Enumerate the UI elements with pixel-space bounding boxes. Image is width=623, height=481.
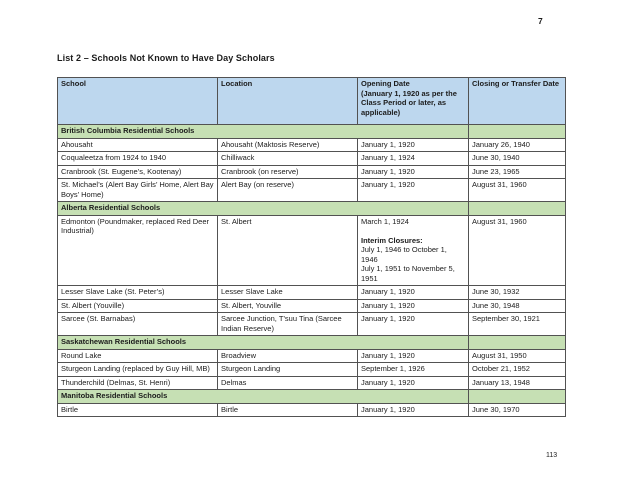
table-row: Thunderchild (Delmas, St. Henri) Delmas Ja…	[57, 375, 566, 390]
cell-closing: June 30, 1940	[468, 151, 566, 166]
cell-school: Birtle	[57, 402, 218, 417]
interim-closure-line: July 1, 1946 to October 1, 1946	[361, 245, 447, 264]
section-row: British Columbia Residential Schools	[57, 124, 566, 139]
table-row: Sarcee (St. Barnabas) Sarcee Junction, T’…	[57, 312, 566, 336]
cell-closing: June 30, 1948	[468, 298, 566, 313]
cell-school: Round Lake	[57, 348, 218, 363]
cell-school: Thunderchild (Delmas, St. Henri)	[57, 375, 218, 390]
cell-location: Lesser Slave Lake	[217, 285, 358, 300]
section-title-spacer	[468, 201, 566, 216]
schools-table-container: School Location Opening Date (January 1,…	[57, 77, 566, 417]
cell-opening: September 1, 1926	[357, 362, 469, 377]
cell-opening: January 1, 1920	[357, 285, 469, 300]
table-row: Lesser Slave Lake (St. Peter’s) Lesser Sl…	[57, 285, 566, 300]
section-title: Saskatchewan Residential Schools	[57, 335, 469, 350]
cell-closing: September 30, 1921	[468, 312, 566, 336]
cell-school: Sturgeon Landing (replaced by Guy Hill, …	[57, 362, 218, 377]
cell-location: Ahousaht (Maktosis Reserve)	[217, 137, 358, 152]
col-header-opening-line1: Opening Date	[361, 79, 410, 88]
cell-closing: June 30, 1932	[468, 285, 566, 300]
cell-opening: January 1, 1920	[357, 164, 469, 179]
col-header-school: School	[57, 77, 218, 125]
opening-date-main: March 1, 1924	[361, 216, 409, 226]
cell-location: Birtle	[217, 402, 358, 417]
table-row: St. Michael’s (Alert Bay Girls’ Home, Al…	[57, 178, 566, 202]
cell-location: St. Albert	[217, 214, 358, 286]
cell-opening: January 1, 1920	[357, 178, 469, 202]
cell-location: Cranbrook (on reserve)	[217, 164, 358, 179]
table-row: Sturgeon Landing (replaced by Guy Hill, …	[57, 362, 566, 377]
cell-location: Sturgeon Landing	[217, 362, 358, 377]
table-row: Ahousaht Ahousaht (Maktosis Reserve) Janua…	[57, 137, 566, 152]
cell-school: Lesser Slave Lake (St. Peter’s)	[57, 285, 218, 300]
cell-closing: January 13, 1948	[468, 375, 566, 390]
section-title: Alberta Residential Schools	[57, 201, 469, 216]
section-row: Alberta Residential Schools	[57, 201, 566, 216]
schools-table: School Location Opening Date (January 1,…	[57, 77, 566, 417]
cell-opening: January 1, 1920	[357, 375, 469, 390]
cell-school: St. Michael’s (Alert Bay Girls’ Home, Al…	[57, 178, 218, 202]
col-header-closing: Closing or Transfer Date	[468, 77, 566, 125]
cell-location: Chilliwack	[217, 151, 358, 166]
interim-closures-label: Interim Closures:	[361, 235, 423, 245]
cell-opening: January 1, 1920	[357, 402, 469, 417]
section-row: Saskatchewan Residential Schools	[57, 335, 566, 350]
cell-school: Sarcee (St. Barnabas)	[57, 312, 218, 336]
cell-closing: June 30, 1970	[468, 402, 566, 417]
cell-closing: August 31, 1960	[468, 178, 566, 202]
blank-line	[361, 226, 465, 236]
cell-school: Ahousaht	[57, 137, 218, 152]
section-title: Manitoba Residential Schools	[57, 389, 469, 404]
section-title-spacer	[468, 335, 566, 350]
cell-opening: January 1, 1920	[357, 298, 469, 313]
col-header-opening: Opening Date (January 1, 1920 as per the…	[357, 77, 469, 125]
header-row: School Location Opening Date (January 1,…	[57, 77, 566, 125]
cell-closing: October 21, 1952	[468, 362, 566, 377]
section-title-spacer	[468, 389, 566, 404]
cell-location: St. Albert, Youville	[217, 298, 358, 313]
table-row: St. Albert (Youville) St. Albert, Youvill…	[57, 298, 566, 313]
section-row: Manitoba Residential Schools	[57, 389, 566, 404]
table-row: Edmonton (Poundmaker, replaced Red Deer …	[57, 214, 566, 286]
table-row: Coqualeetza from 1924 to 1940 Chilliwack J…	[57, 151, 566, 166]
cell-location: Broadview	[217, 348, 358, 363]
cell-location: Delmas	[217, 375, 358, 390]
cell-location: Sarcee Junction, T’suu Tina (Sarcee Indi…	[217, 312, 358, 336]
col-header-location: Location	[217, 77, 358, 125]
page-number-top: 7	[538, 16, 543, 26]
page-number-bottom: 113	[546, 452, 558, 459]
cell-school: St. Albert (Youville)	[57, 298, 218, 313]
table-row: Cranbrook (St. Eugene’s, Kootenay) Cranbr…	[57, 164, 566, 179]
section-title: British Columbia Residential Schools	[57, 124, 469, 139]
table-row: Round Lake Broadview January 1, 1920 August…	[57, 348, 566, 363]
cell-opening: January 1, 1924	[357, 151, 469, 166]
section-title-spacer	[468, 124, 566, 139]
document-title: List 2 – Schools Not Known to Have Day S…	[57, 53, 275, 63]
cell-opening: January 1, 1920	[357, 312, 469, 336]
cell-location: Alert Bay (on reserve)	[217, 178, 358, 202]
cell-closing: January 26, 1940	[468, 137, 566, 152]
cell-school: Cranbrook (St. Eugene’s, Kootenay)	[57, 164, 218, 179]
col-header-opening-line2: (January 1, 1920 as per the Class Period…	[361, 88, 457, 117]
cell-opening: January 1, 1920	[357, 137, 469, 152]
cell-opening: January 1, 1920	[357, 348, 469, 363]
interim-closure-line: July 1, 1951 to November 5, 1951	[361, 264, 455, 283]
cell-closing: August 31, 1950	[468, 348, 566, 363]
table-row: Birtle Birtle January 1, 1920 June 30, 1970	[57, 402, 566, 417]
cell-school: Edmonton (Poundmaker, replaced Red Deer …	[57, 214, 218, 286]
cell-closing: August 31, 1960	[468, 214, 566, 286]
cell-school: Coqualeetza from 1924 to 1940	[57, 151, 218, 166]
cell-closing: June 23, 1965	[468, 164, 566, 179]
cell-opening: March 1, 1924 Interim Closures: July 1, 19…	[357, 214, 469, 286]
